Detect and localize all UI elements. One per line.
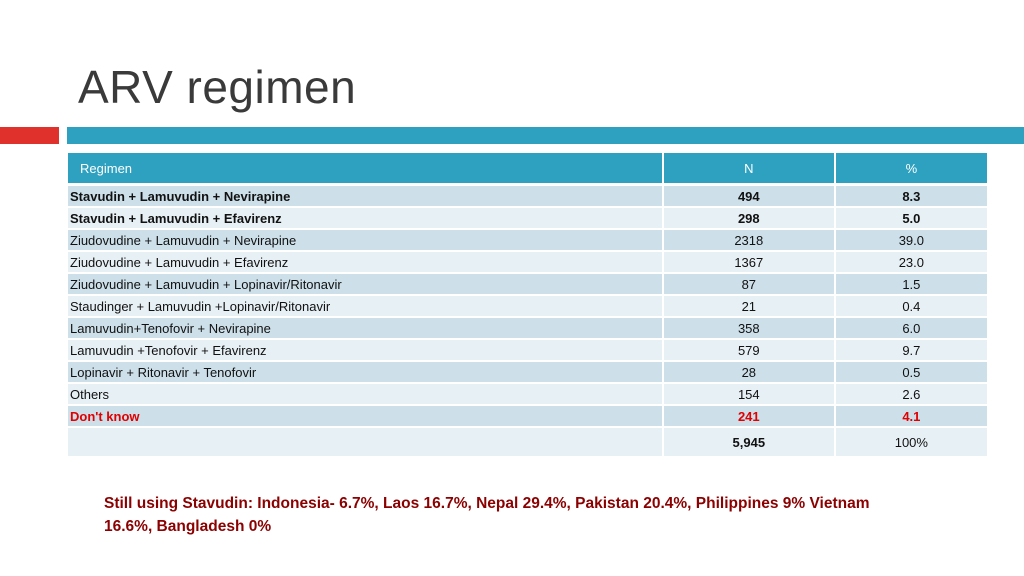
header-percent: % xyxy=(835,153,989,186)
n-cell: 358 xyxy=(663,318,836,340)
n-cell: 579 xyxy=(663,340,836,362)
percent-cell: 6.0 xyxy=(835,318,989,340)
n-cell: 494 xyxy=(663,186,836,208)
header-regimen: Regimen xyxy=(68,153,664,186)
regimen-cell: Lamuvudin+Tenofovir + Nevirapine xyxy=(68,318,664,340)
n-cell: 2318 xyxy=(663,230,836,252)
table-row: Lamuvudin+Tenofovir + Nevirapine 358 6.0 xyxy=(68,318,989,340)
total-n-cell: 5,945 xyxy=(663,428,836,458)
total-percent-cell: 100% xyxy=(835,428,989,458)
percent-cell: 0.4 xyxy=(835,296,989,318)
n-cell: 21 xyxy=(663,296,836,318)
n-cell: 1367 xyxy=(663,252,836,274)
table-row: Lopinavir + Ritonavir + Tenofovir 28 0.5 xyxy=(68,362,989,384)
n-cell: 28 xyxy=(663,362,836,384)
header-n: N xyxy=(663,153,836,186)
regimen-cell: Ziudovudine + Lamuvudin + Efavirenz xyxy=(68,252,664,274)
regimen-cell: Ziudovudine + Lamuvudin + Nevirapine xyxy=(68,230,664,252)
n-cell: 87 xyxy=(663,274,836,296)
regimen-table: Regimen N % Stavudin + Lamuvudin + Nevir… xyxy=(68,153,989,458)
regimen-cell: Don't know xyxy=(68,406,664,428)
table-row: Others 154 2.6 xyxy=(68,384,989,406)
table-row: Stavudin + Lamuvudin + Nevirapine 494 8.… xyxy=(68,186,989,208)
percent-cell: 8.3 xyxy=(835,186,989,208)
stavudin-note: Still using Stavudin: Indonesia- 6.7%, L… xyxy=(104,495,870,535)
percent-cell: 9.7 xyxy=(835,340,989,362)
percent-cell: 0.5 xyxy=(835,362,989,384)
teal-accent-bar xyxy=(67,127,1024,144)
table-row: Staudinger + Lamuvudin +Lopinavir/Ritona… xyxy=(68,296,989,318)
regimen-cell: Others xyxy=(68,384,664,406)
regimen-cell: Stavudin + Lamuvudin + Efavirenz xyxy=(68,208,664,230)
percent-cell: 5.0 xyxy=(835,208,989,230)
table-row: Lamuvudin +Tenofovir + Efavirenz 579 9.7 xyxy=(68,340,989,362)
table-header-row: Regimen N % xyxy=(68,153,989,186)
percent-cell: 1.5 xyxy=(835,274,989,296)
regimen-cell: Lopinavir + Ritonavir + Tenofovir xyxy=(68,362,664,384)
table-total-row: 5,945 100% xyxy=(68,428,989,458)
table-row: Ziudovudine + Lamuvudin + Efavirenz 1367… xyxy=(68,252,989,274)
regimen-cell: Staudinger + Lamuvudin +Lopinavir/Ritona… xyxy=(68,296,664,318)
percent-cell: 23.0 xyxy=(835,252,989,274)
table-row: Ziudovudine + Lamuvudin + Lopinavir/Rito… xyxy=(68,274,989,296)
total-label-cell xyxy=(68,428,664,458)
regimen-cell: Lamuvudin +Tenofovir + Efavirenz xyxy=(68,340,664,362)
red-accent-bar xyxy=(0,127,59,144)
table-row: Ziudovudine + Lamuvudin + Nevirapine 231… xyxy=(68,230,989,252)
n-cell: 298 xyxy=(663,208,836,230)
table-row: Stavudin + Lamuvudin + Efavirenz 298 5.0 xyxy=(68,208,989,230)
regimen-cell: Stavudin + Lamuvudin + Nevirapine xyxy=(68,186,664,208)
n-cell: 241 xyxy=(663,406,836,428)
n-cell: 154 xyxy=(663,384,836,406)
slide-title: ARV regimen xyxy=(78,61,357,113)
percent-cell: 2.6 xyxy=(835,384,989,406)
percent-cell: 39.0 xyxy=(835,230,989,252)
percent-cell: 4.1 xyxy=(835,406,989,428)
table-row-dont-know: Don't know 241 4.1 xyxy=(68,406,989,428)
regimen-cell: Ziudovudine + Lamuvudin + Lopinavir/Rito… xyxy=(68,274,664,296)
